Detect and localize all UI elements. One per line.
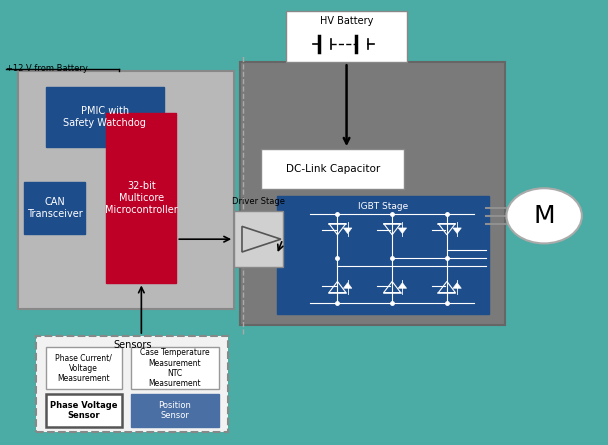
Bar: [131, 347, 219, 389]
Bar: [36, 336, 228, 432]
Text: Sensors: Sensors: [113, 340, 151, 350]
Polygon shape: [398, 228, 407, 234]
Bar: [277, 196, 489, 314]
Text: M: M: [533, 204, 555, 228]
Bar: [286, 11, 407, 62]
Bar: [106, 113, 176, 283]
Text: Driver Stage: Driver Stage: [232, 197, 285, 206]
Bar: [261, 149, 404, 189]
Text: 32-bit
Multicore
Microcontroller: 32-bit Multicore Microcontroller: [105, 182, 178, 214]
Bar: [46, 87, 164, 147]
Polygon shape: [453, 228, 461, 234]
Text: HV Battery: HV Battery: [320, 16, 373, 26]
Polygon shape: [453, 283, 461, 288]
Bar: [234, 211, 283, 267]
Text: Case Temperature
Measurement
NTC
Measurement: Case Temperature Measurement NTC Measure…: [140, 348, 210, 388]
Text: DC-Link Capacitor: DC-Link Capacitor: [286, 164, 380, 174]
Bar: [240, 62, 505, 325]
Text: Phase Voltage
Sensor: Phase Voltage Sensor: [50, 401, 117, 420]
Text: PMIC with
Safety Watchdog: PMIC with Safety Watchdog: [63, 106, 147, 128]
Text: IGBT Stage: IGBT Stage: [358, 202, 408, 211]
Bar: [18, 71, 234, 309]
Text: CAN
Transceiver: CAN Transceiver: [27, 197, 83, 219]
Bar: [24, 182, 85, 234]
Bar: [131, 394, 219, 427]
Text: Position
Sensor: Position Sensor: [158, 401, 192, 420]
Bar: [46, 347, 122, 389]
Circle shape: [506, 188, 582, 243]
Bar: [46, 394, 122, 427]
Polygon shape: [344, 283, 352, 288]
Polygon shape: [398, 283, 407, 288]
Polygon shape: [344, 228, 352, 234]
Text: Phase Current/
Voltage
Measurement: Phase Current/ Voltage Measurement: [55, 353, 112, 383]
Text: +12 V from Battery: +12 V from Battery: [6, 65, 88, 73]
